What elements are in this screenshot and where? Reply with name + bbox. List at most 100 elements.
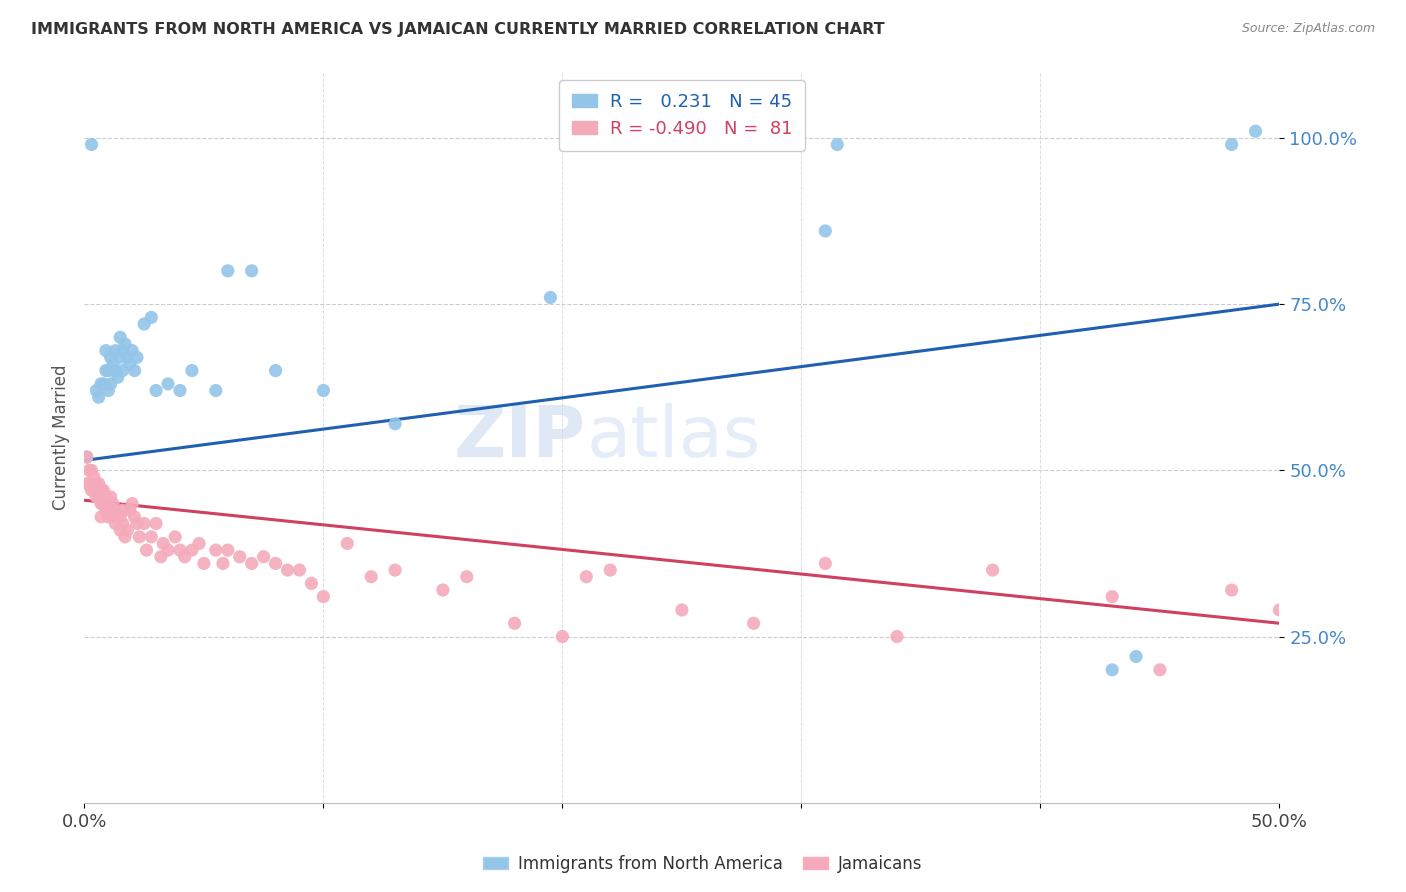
Point [104,516,127,531]
Text: atlas: atlas [586,402,761,472]
Point [101,509,124,524]
Point [301,576,323,591]
Point [173,549,195,564]
Point [264,363,287,377]
Point [125,351,148,365]
Point [101,357,124,371]
Point [157,543,180,558]
Point [111,343,134,358]
Point [100,490,122,504]
Point [132,516,156,531]
Point [80,463,103,477]
Point [141,530,163,544]
Point [217,543,239,558]
Point [551,630,574,644]
Point [152,536,174,550]
Point [90,497,112,511]
Point [101,497,124,511]
Point [97,363,120,377]
Point [121,497,143,511]
Point [742,616,765,631]
Point [94,343,117,358]
Point [93,376,115,391]
Point [229,549,252,564]
Point [97,509,120,524]
Point [94,363,117,377]
Point [93,483,115,498]
Point [288,563,311,577]
Point [80,137,103,152]
Point [814,224,837,238]
Y-axis label: Currently Married: Currently Married [52,364,70,510]
Point [107,509,129,524]
Text: ZIP: ZIP [454,402,586,472]
Point [157,376,180,391]
Point [212,557,235,571]
Point [114,530,136,544]
Point [240,264,263,278]
Point [886,630,908,644]
Point [117,523,139,537]
Point [110,523,132,537]
Point [87,476,110,491]
Point [104,503,127,517]
Point [97,384,120,398]
Point [671,603,693,617]
Point [1101,663,1123,677]
Point [456,570,478,584]
Point [124,363,146,377]
Point [432,582,454,597]
Point [165,530,187,544]
Point [981,563,1004,577]
Point [100,376,122,391]
Point [384,563,406,577]
Legend: Immigrants from North America, Jamaicans: Immigrants from North America, Jamaicans [477,848,929,880]
Point [80,483,103,498]
Point [1220,582,1243,597]
Point [107,370,129,384]
Text: IMMIGRANTS FROM NORTH AMERICA VS JAMAICAN CURRENTLY MARRIED CORRELATION CHART: IMMIGRANTS FROM NORTH AMERICA VS JAMAICA… [31,22,884,37]
Point [312,590,335,604]
Point [110,509,132,524]
Point [111,503,134,517]
Point [1244,124,1267,138]
Point [90,509,112,524]
Point [77,463,100,477]
Point [240,557,263,571]
Point [110,330,132,344]
Point [90,483,112,498]
Point [86,476,108,491]
Point [1220,137,1243,152]
Point [169,543,191,558]
Point [118,357,141,371]
Point [503,616,526,631]
Point [599,563,621,577]
Point [827,137,849,152]
Point [97,497,120,511]
Point [83,483,105,498]
Point [1101,590,1123,604]
Point [94,503,117,517]
Point [312,384,335,398]
Point [205,543,228,558]
Legend: R =   0.231   N = 45, R = -0.490   N =  81: R = 0.231 N = 45, R = -0.490 N = 81 [560,80,804,151]
Point [93,497,115,511]
Point [76,476,98,491]
Point [100,351,122,365]
Point [114,337,136,351]
Point [253,549,276,564]
Point [110,351,132,365]
Point [141,310,163,325]
Point [217,264,239,278]
Point [118,503,141,517]
Point [277,563,299,577]
Point [181,363,204,377]
Point [83,470,105,484]
Point [193,557,215,571]
Point [76,450,98,464]
Point [124,509,146,524]
Point [125,516,148,531]
Point [90,376,112,391]
Point [575,570,598,584]
Point [104,363,127,377]
